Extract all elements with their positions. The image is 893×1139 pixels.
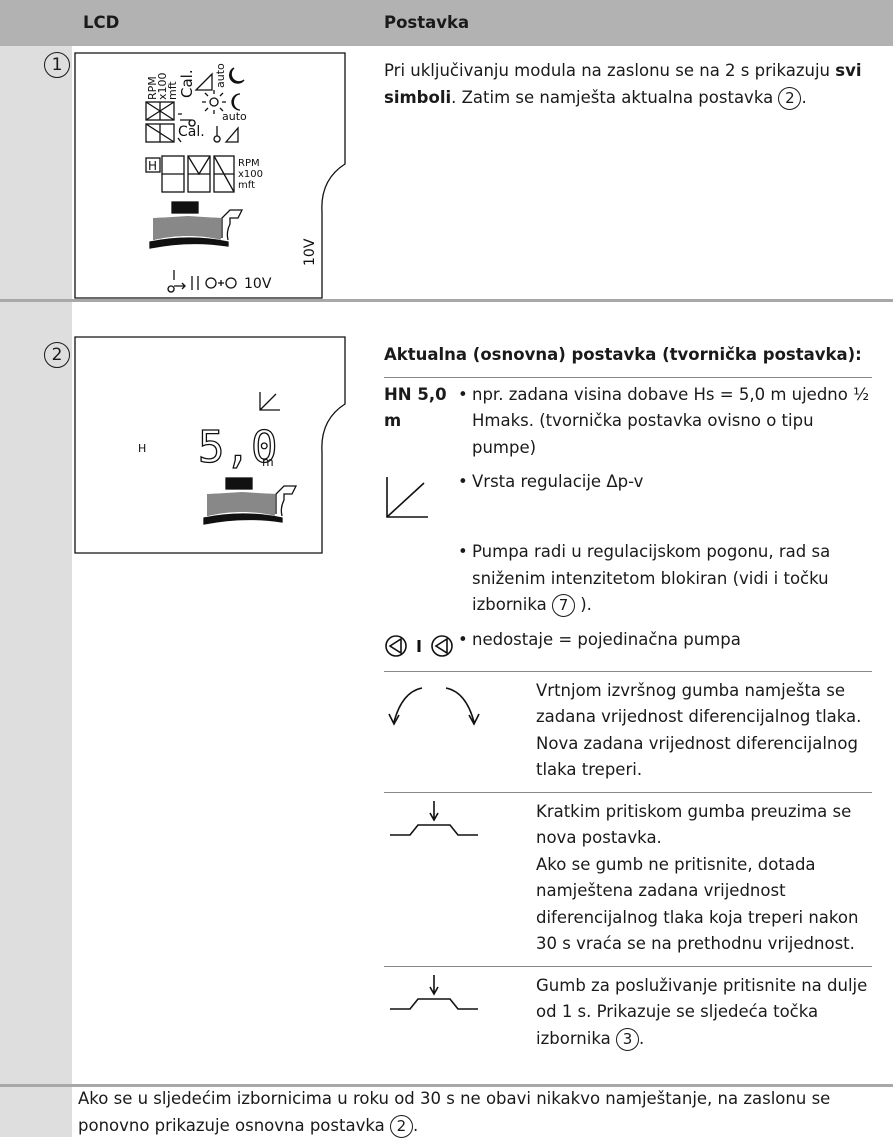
- pump-icon: [385, 634, 453, 657]
- lcd-symbol: [218, 280, 224, 286]
- press-icon: [390, 800, 478, 836]
- item: HN 5,0 m npr. zadana visina dobave Hs = …: [384, 378, 872, 462]
- item-text: Gumb za posluživanje pritisnite na dulje…: [536, 973, 872, 1053]
- lcd-label: Cal.: [178, 124, 205, 140]
- header-lcd: LCD: [83, 13, 120, 32]
- lcd-symbol: [225, 277, 237, 289]
- text: .: [638, 1028, 645, 1048]
- lcd-symbol: [205, 277, 217, 289]
- item-text: Vrtnjom izvršnog gumba namješta se zadan…: [536, 680, 862, 780]
- lcd-value: 5,0: [198, 422, 277, 473]
- item-text: Kratkim pritiskom gumba preuzima se nova…: [536, 799, 872, 958]
- lcd-sun-rays: [202, 90, 226, 114]
- paragraph: Kratkim pritiskom gumba preuzima se nova…: [536, 801, 852, 848]
- lcd-label: auto: [222, 110, 247, 123]
- ref-number: 3: [615, 1027, 639, 1051]
- heading: Aktualna (osnovna) postavka (tvornička p…: [384, 342, 872, 378]
- text: Pumpa radi u regulacijskom pogonu, rad s…: [472, 542, 831, 614]
- lcd-symbol: [213, 126, 239, 143]
- ref-number: 2: [778, 86, 802, 110]
- item: nedostaje = pojedinačna pumpa: [384, 619, 872, 671]
- lcd-segment: [177, 113, 182, 143]
- lcd-segment: [145, 101, 175, 121]
- item-text: nedostaje = pojedinačna pumpa: [456, 627, 872, 661]
- text: ).: [574, 595, 592, 614]
- row-text: Pri uključivanju modula na zaslonu se na…: [384, 58, 872, 111]
- item: Vrtnjom izvršnog gumba namješta se zadan…: [384, 670, 872, 792]
- lcd-label: 10V: [302, 238, 318, 266]
- table-header: LCD Postavka: [0, 0, 893, 46]
- ref-number: 2: [389, 1114, 413, 1138]
- lcd-label: RPM: [238, 158, 260, 169]
- item-text: npr. zadana visina dobave Hs = 5,0 m uje…: [456, 382, 872, 462]
- control-mode-icon: [386, 477, 428, 518]
- paragraph: Ako se gumb ne pritisnite, dotada namješ…: [536, 854, 859, 954]
- lcd-pump-part: [171, 201, 199, 214]
- number-column: [0, 46, 72, 1137]
- lcd-label: 10V: [244, 276, 272, 292]
- lcd-label: H: [138, 442, 146, 455]
- lcd-pump-part: [225, 477, 253, 490]
- lcd-label: mft: [166, 81, 179, 100]
- lcd-display: RPM x100 mft Cal. auto auto Cal. H RPM x…: [74, 52, 346, 299]
- lcd-symbol: [180, 119, 196, 127]
- lcd-digit: [213, 155, 235, 193]
- lcd-frame: [74, 52, 346, 299]
- lcd-label: H: [148, 159, 157, 173]
- lcd-label: x100: [156, 72, 169, 100]
- row-separator: [0, 299, 893, 302]
- lcd-frame: [74, 336, 346, 554]
- press-icon: [390, 974, 478, 1010]
- lcd-pump: [203, 477, 298, 525]
- lcd-segment: [145, 157, 161, 173]
- lcd-display: H 5,0 m: [74, 336, 346, 554]
- text: Pri uključivanju modula na zaslonu se na…: [384, 61, 836, 80]
- lcd-label: x100: [238, 169, 263, 180]
- rotate-icon: [388, 686, 480, 726]
- item: Gumb za posluživanje pritisnite na dulje…: [384, 965, 872, 1061]
- lcd-label: m: [262, 455, 274, 469]
- lcd-digit: [187, 155, 211, 176]
- bold-text: svi simboli: [384, 61, 862, 107]
- text: Ako se u sljedećim izbornicima u roku od…: [78, 1089, 831, 1135]
- lcd-sun: [209, 97, 219, 107]
- lcd-label: auto: [214, 63, 227, 88]
- row-number: 2: [44, 342, 70, 368]
- text: Gumb za posluživanje pritisnite na dulje…: [536, 975, 868, 1048]
- lcd-symbol: [259, 392, 280, 411]
- lcd-symbol: [194, 72, 213, 91]
- lcd-label: RPM: [146, 76, 159, 100]
- lcd-moon: [229, 67, 245, 84]
- item-text: Vrsta regulacije Δp-v: [456, 469, 872, 531]
- row-number: 1: [44, 52, 70, 78]
- lcd-pump-part: [221, 209, 244, 241]
- header-setting: Postavka: [384, 13, 470, 32]
- lcd-pump-part: [149, 237, 229, 249]
- item-label: HN 5,0 m: [384, 384, 447, 431]
- text: . Zatim se namješta aktualna postavka: [451, 87, 779, 107]
- lcd-pump-part: [275, 485, 298, 517]
- text: .: [801, 87, 807, 107]
- item: Kratkim pritiskom gumba preuzima se nova…: [384, 791, 872, 966]
- note: Ako se u sljedećim izbornicima u roku od…: [78, 1086, 878, 1139]
- ref-number: 7: [551, 594, 575, 617]
- lcd-pump-part: [203, 513, 283, 525]
- lcd-symbol: [167, 270, 199, 293]
- lcd-pump: [149, 201, 244, 249]
- lcd-label: Cal.: [178, 69, 196, 98]
- item-text: Pumpa radi u regulacijskom pogonu, rad s…: [456, 539, 872, 619]
- item: Vrsta regulacije Δp-v: [384, 461, 872, 531]
- row-separator: [0, 1084, 893, 1087]
- lcd-moon: [231, 93, 241, 111]
- text: .: [412, 1115, 419, 1135]
- lcd-segment: [145, 123, 175, 143]
- settings: Aktualna (osnovna) postavka (tvornička p…: [384, 342, 872, 1060]
- lcd-label: mft: [238, 180, 255, 191]
- item: Pumpa radi u regulacijskom pogonu, rad s…: [384, 531, 872, 619]
